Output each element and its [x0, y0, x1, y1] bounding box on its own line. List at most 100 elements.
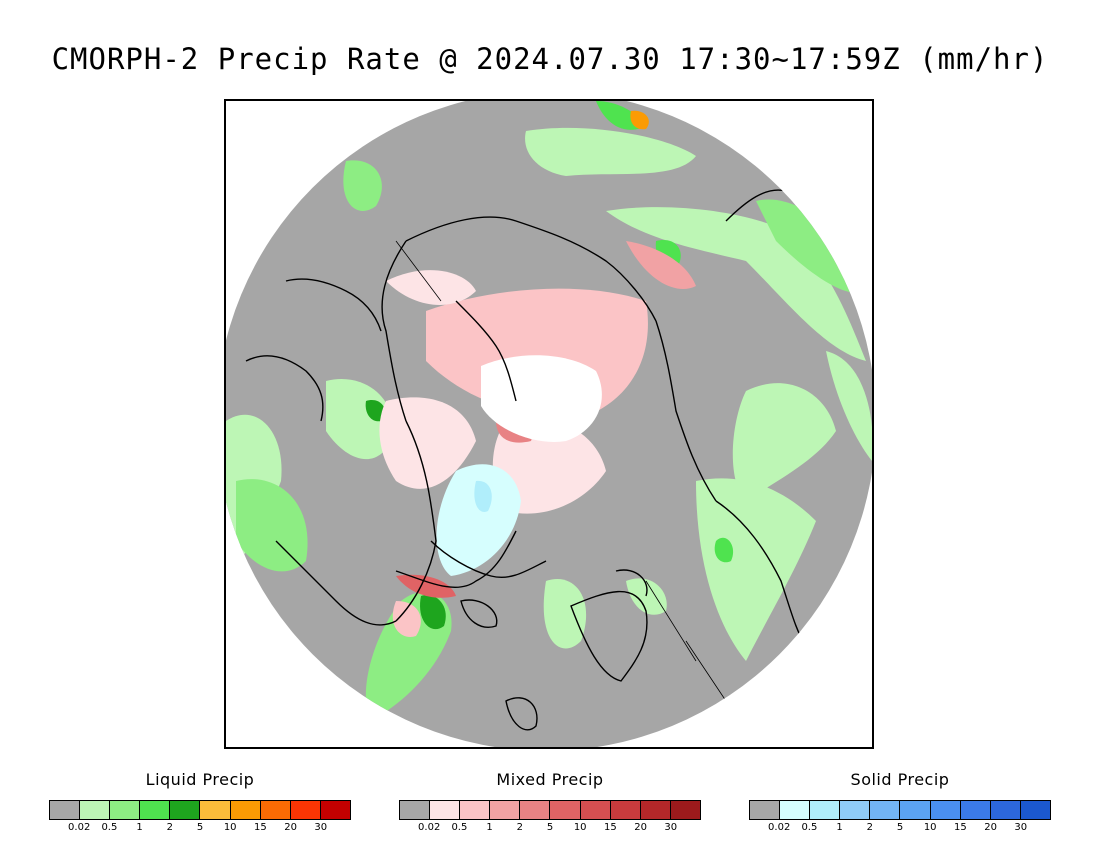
coastline — [275, 540, 397, 626]
liquid-area — [525, 127, 696, 176]
legend-color-cell — [930, 801, 961, 819]
legend-colorbar — [399, 800, 701, 820]
liquid-area — [236, 479, 308, 572]
legend-ticks: 0.02 0.5 1 2 5 10 15 20 30 — [399, 822, 701, 836]
coastline — [655, 320, 717, 502]
coastline — [285, 278, 382, 332]
legend-color-cell — [810, 801, 841, 819]
coastline — [430, 540, 547, 578]
legend-tick-label: 10 — [923, 822, 937, 833]
liquid-precip-legend: Liquid Precip 0.02 0.5 1 2 5 10 15 20 30 — [49, 770, 351, 836]
legend-tick-label: 10 — [223, 822, 237, 833]
liquid-area — [732, 383, 836, 501]
legend-tick-label: 1 — [486, 822, 493, 833]
liquid-area — [826, 351, 872, 461]
border — [395, 240, 442, 302]
liquid-area — [626, 578, 667, 615]
legend-tick-label: 30 — [664, 822, 678, 833]
solid-area — [436, 464, 521, 576]
mixed-precip-legend: Mixed Precip 0.02 0.5 1 2 5 10 15 20 30 — [399, 770, 701, 836]
legend-title: Solid Precip — [850, 770, 950, 789]
map-panel — [224, 99, 874, 749]
legend-ticks: 0.02 0.5 1 2 5 10 15 20 30 — [749, 822, 1051, 836]
legend-tick-label: 15 — [254, 822, 267, 833]
legend-title: Liquid Precip — [145, 770, 255, 789]
solid-precip-layer — [436, 464, 521, 576]
liquid-area — [365, 400, 386, 422]
legend-color-cell — [610, 801, 641, 819]
coastline — [405, 216, 657, 322]
legend-tick-label: 0.02 — [418, 822, 441, 833]
border — [645, 580, 697, 662]
legend-tick-label: 0.5 — [101, 822, 118, 833]
legend-tick-label: 2 — [866, 822, 873, 833]
polar-precip-map — [226, 101, 872, 747]
legend-tick-label: 20 — [984, 822, 997, 833]
legend-color-cell — [670, 801, 700, 819]
legend-tick-label: 2 — [166, 822, 173, 833]
legend-tick-label: 30 — [314, 822, 328, 833]
legend-color-cell — [490, 801, 521, 819]
legend-tick-label: 0.5 — [801, 822, 818, 833]
mixed-area — [379, 397, 476, 489]
legend-tick-label: 15 — [954, 822, 967, 833]
legend-tick-label: 10 — [573, 822, 587, 833]
legend-color-cell — [1020, 801, 1050, 819]
legend-tick-label: 0.02 — [768, 822, 791, 833]
legend-tick-label: 15 — [604, 822, 617, 833]
legend-color-cell — [80, 801, 111, 819]
legend-tick-label: 5 — [546, 822, 554, 833]
coastline — [395, 530, 517, 589]
border — [685, 640, 727, 702]
legend-title: Mixed Precip — [496, 770, 604, 789]
legend-color-cell — [900, 801, 931, 819]
coastline — [381, 240, 407, 422]
legend-colorbar — [749, 800, 1051, 820]
coastline — [395, 420, 437, 622]
liquid-area — [420, 595, 446, 630]
coastline — [245, 355, 324, 422]
legend-color-cell — [290, 801, 321, 819]
legend-color-cell — [840, 801, 871, 819]
legend-tick-label: 0.02 — [68, 822, 91, 833]
legend-tick-label: 1 — [836, 822, 843, 833]
legend-color-cell — [430, 801, 461, 819]
liquid-area — [343, 160, 382, 211]
coastline — [460, 599, 498, 628]
coastline — [505, 697, 538, 731]
coastline — [715, 500, 807, 647]
legend-color-cell — [200, 801, 231, 819]
liquid-area — [543, 579, 587, 649]
legend-tick-label: 5 — [196, 822, 204, 833]
legend-color-cell — [320, 801, 350, 819]
legend-color-cell — [750, 801, 781, 819]
legend-tick-label: 30 — [1014, 822, 1028, 833]
legend-tick-label: 2 — [516, 822, 523, 833]
legend-tick-label: 20 — [284, 822, 297, 833]
legend-color-cell — [230, 801, 261, 819]
legend-color-cell — [990, 801, 1021, 819]
legend-color-cell — [140, 801, 171, 819]
coastline — [570, 590, 648, 682]
legend-color-cell — [400, 801, 431, 819]
legend-tick-label: 1 — [136, 822, 143, 833]
legend-color-cell — [50, 801, 81, 819]
legend-color-cell — [580, 801, 611, 819]
liquid-area — [696, 478, 816, 661]
legend-color-cell — [170, 801, 201, 819]
legend-color-cell — [460, 801, 491, 819]
liquid-area — [630, 110, 649, 130]
legend-color-cell — [110, 801, 141, 819]
legend-color-cell — [870, 801, 901, 819]
legend-color-cell — [780, 801, 811, 819]
mixed-area — [626, 241, 696, 289]
liquid-area — [326, 379, 393, 460]
legend-tick-label: 0.5 — [451, 822, 468, 833]
liquid-area — [756, 199, 866, 293]
solid-area — [474, 480, 492, 512]
legend-color-cell — [520, 801, 551, 819]
legend-colorbar — [49, 800, 351, 820]
liquid-area — [714, 537, 734, 563]
coastline — [615, 569, 648, 597]
legend-color-cell — [960, 801, 991, 819]
